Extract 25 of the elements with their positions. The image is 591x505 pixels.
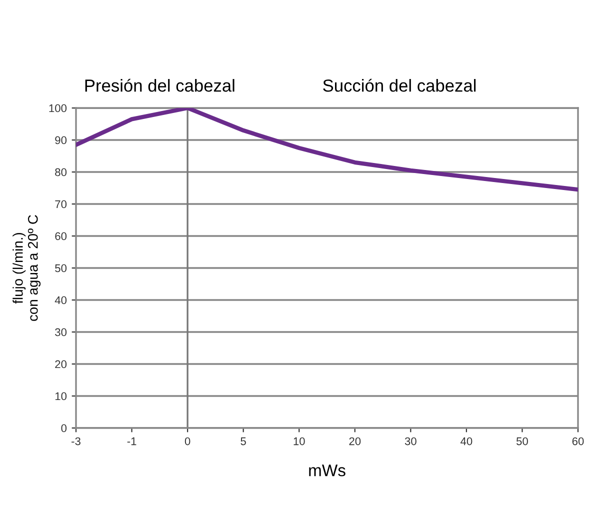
- x-tick-label: 40: [460, 437, 472, 446]
- y-tick-label: 60: [55, 232, 67, 240]
- x-tick-label: -1: [127, 437, 136, 446]
- y-tick-label: 80: [55, 168, 67, 176]
- x-tick-label: 50: [516, 437, 528, 446]
- text: Succión del cabezal: [323, 78, 476, 92]
- y-tick-label: 20: [55, 360, 67, 368]
- y-tick-label: 70: [55, 200, 67, 208]
- x-tick-label: 10: [294, 437, 305, 446]
- y-tick-label: 10: [55, 392, 67, 400]
- x-tick-label: 60: [572, 437, 584, 446]
- x-tick-label: 0: [184, 437, 190, 446]
- x-tick-label: 20: [349, 437, 361, 446]
- y-axis-title: flujo (l/min.) con agua a 20º C: [12, 215, 41, 321]
- x-axis-title: mWs: [309, 464, 346, 476]
- y-tick-label: 90: [55, 136, 67, 144]
- y-tick-label: 0: [61, 424, 67, 432]
- text: Presión del cabezal: [85, 78, 234, 92]
- x-tick-label: 30: [404, 437, 416, 446]
- y-tick-label: 30: [55, 328, 67, 336]
- y-tick-label: 50: [55, 264, 67, 272]
- y-tick-label: 40: [54, 296, 67, 304]
- x-tick-label: -3: [72, 437, 80, 446]
- x-tick-label: 5: [240, 437, 246, 446]
- y-tick-label: 100: [49, 104, 67, 112]
